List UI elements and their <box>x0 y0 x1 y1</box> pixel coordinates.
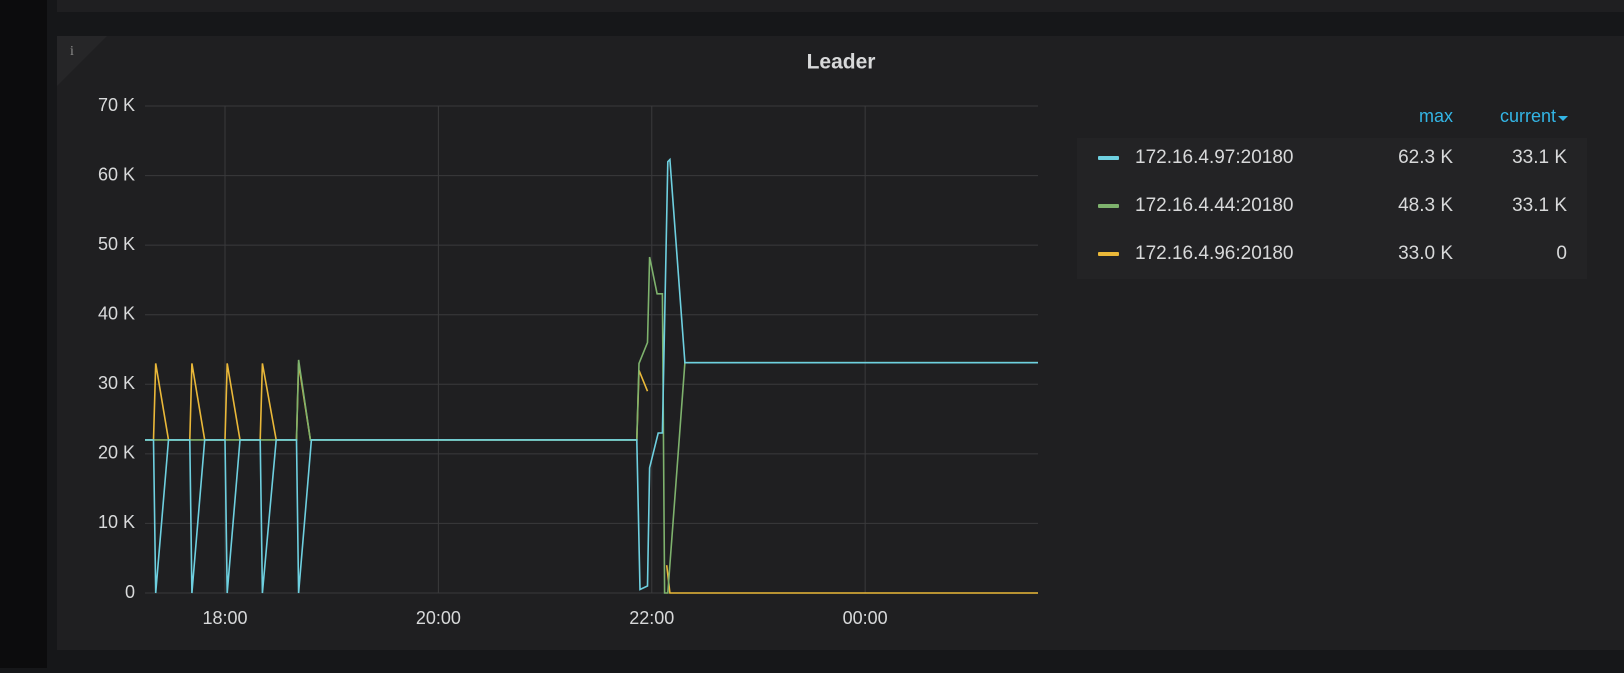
legend-swatch[interactable] <box>1098 204 1119 208</box>
series-line <box>145 157 1038 594</box>
series-line <box>145 256 1038 594</box>
y-tick-label: 70 K <box>98 95 135 115</box>
side-strip <box>0 0 47 668</box>
legend-value: 33.1 K <box>1512 195 1567 216</box>
x-tick-label: 20:00 <box>416 608 461 628</box>
legend-value: 33.0 K <box>1398 243 1453 264</box>
x-tick-label: 18:00 <box>202 608 247 628</box>
upper-panel <box>57 0 1624 12</box>
y-tick-label: 10 K <box>98 512 135 532</box>
panel <box>57 36 1624 650</box>
info-corner[interactable] <box>57 36 107 86</box>
y-tick-label: 20 K <box>98 443 135 463</box>
legend-label[interactable]: 172.16.4.96:20180 <box>1135 243 1294 264</box>
legend-label[interactable]: 172.16.4.97:20180 <box>1135 147 1294 168</box>
y-tick-label: 30 K <box>98 373 135 393</box>
legend-box <box>1077 138 1587 279</box>
y-tick-label: 50 K <box>98 234 135 254</box>
legend-swatch[interactable] <box>1098 156 1119 160</box>
y-tick-label: 0 <box>125 582 135 602</box>
sort-caret[interactable] <box>1558 116 1568 121</box>
legend-swatch[interactable] <box>1098 252 1119 256</box>
legend-value: 33.1 K <box>1512 147 1567 168</box>
legend-header[interactable]: max <box>1419 106 1453 126</box>
info-icon: i <box>70 44 74 59</box>
legend-header[interactable]: current <box>1500 106 1556 126</box>
y-tick-label: 60 K <box>98 164 135 184</box>
x-tick-label: 22:00 <box>629 608 674 628</box>
legend-label[interactable]: 172.16.4.44:20180 <box>1135 195 1294 216</box>
y-tick-label: 40 K <box>98 303 135 323</box>
legend-value: 62.3 K <box>1398 147 1453 168</box>
panel-title: Leader <box>807 51 876 74</box>
legend-value: 48.3 K <box>1398 195 1453 216</box>
x-tick-label: 00:00 <box>843 608 888 628</box>
legend-value: 0 <box>1556 243 1567 264</box>
